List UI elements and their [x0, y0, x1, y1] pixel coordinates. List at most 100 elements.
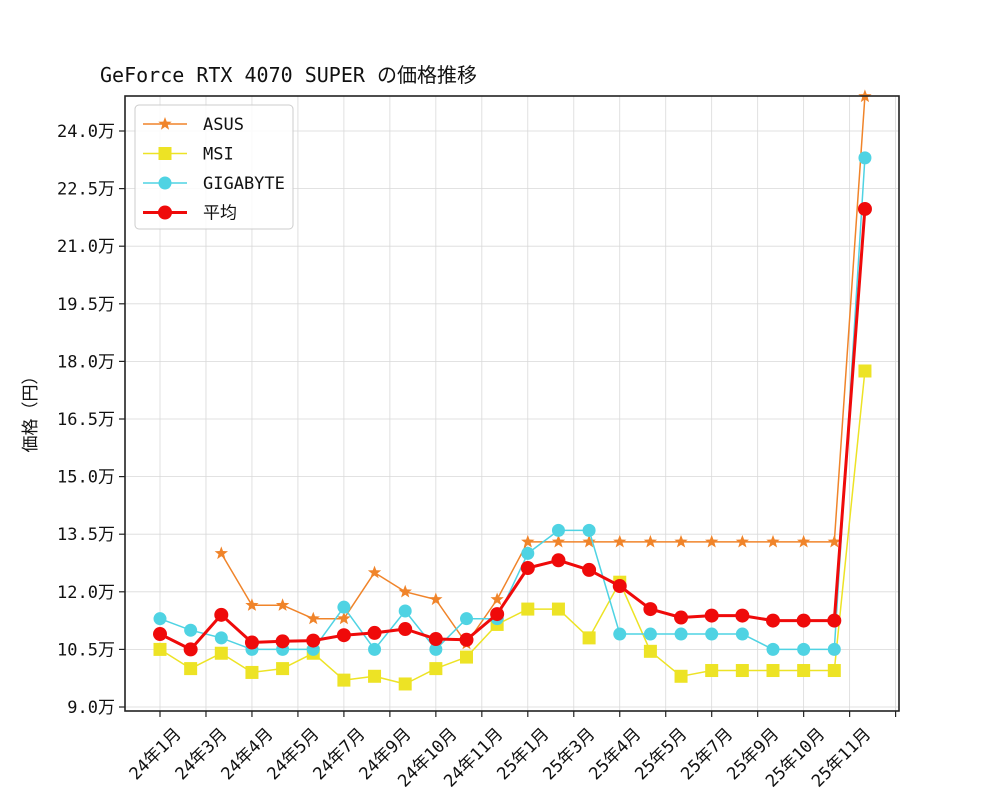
data-point-gigabyte: [643, 627, 657, 641]
data-point-gigabyte: [735, 627, 749, 641]
y-axis-label: 価格（円）: [21, 368, 41, 453]
series-average: [153, 201, 872, 657]
data-point-asus: [551, 534, 566, 548]
chart-title: GeForce RTX 4070 SUPER の価格推移: [100, 63, 477, 87]
data-point-average: [459, 632, 474, 647]
data-point-gigabyte: [613, 627, 627, 641]
legend-item-average: 平均: [143, 204, 237, 224]
data-point-gigabyte: [460, 612, 473, 626]
data-point-msi: [766, 664, 780, 678]
data-point-msi: [184, 662, 198, 676]
data-point-asus: [214, 546, 228, 560]
data-point-asus: [398, 584, 412, 598]
data-point-gigabyte: [521, 546, 535, 560]
data-point-msi: [153, 642, 167, 656]
data-point-average: [520, 560, 535, 575]
legend: ASUS MSI GIGABYTE 平均: [134, 104, 294, 230]
data-point-average: [244, 635, 259, 650]
y-tick-label: 13.5万: [57, 525, 115, 545]
data-point-asus: [674, 534, 688, 548]
data-point-msi: [735, 664, 749, 678]
y-tick-label: 22.5万: [57, 180, 115, 200]
data-point-msi: [429, 662, 443, 676]
x-axis: 24年1月24年3月24年4月24年5月24年7月24年9月24年10月24年1…: [126, 711, 897, 792]
series-line-asus: [220, 96, 866, 645]
data-point-gigabyte: [582, 523, 596, 537]
data-point-msi: [858, 364, 872, 378]
legend-marker-icon: [158, 117, 172, 130]
data-point-msi: [368, 669, 382, 683]
data-point-gigabyte: [368, 642, 382, 656]
data-point-asus: [275, 598, 290, 611]
data-point-msi: [705, 664, 719, 678]
data-point-msi: [551, 602, 565, 616]
legend-marker-icon: [158, 176, 172, 190]
y-tick-label: 18.0万: [57, 352, 115, 372]
axes-frame: [124, 95, 900, 712]
y-axis: 9.0万 10.5万 12.0万 13.5万 15.0万 16.5万 18.0万 19.5万 2…: [57, 122, 125, 718]
legend-marker-icon: [158, 147, 172, 160]
data-point-asus: [429, 592, 443, 606]
data-point-msi: [337, 673, 351, 687]
legend-item-asus: ASUS: [143, 115, 244, 135]
data-point-gigabyte: [337, 600, 351, 614]
series-line-average: [159, 208, 867, 651]
data-point-average: [183, 642, 198, 657]
data-point-average: [796, 613, 811, 628]
data-point-msi: [521, 602, 535, 616]
data-point-asus: [643, 534, 658, 548]
legend-label: ASUS: [203, 115, 244, 135]
data-point-msi: [674, 669, 688, 683]
data-point-average: [766, 613, 780, 628]
legend-marker-icon: [158, 205, 172, 220]
data-point-asus: [245, 598, 259, 611]
data-point-average: [490, 607, 505, 622]
y-tick-label: 21.0万: [57, 237, 115, 257]
data-point-average: [551, 553, 566, 568]
data-point-msi: [582, 631, 596, 645]
data-point-asus: [521, 534, 535, 548]
data-point-gigabyte: [214, 631, 228, 645]
data-point-asus: [306, 611, 320, 625]
data-point-msi: [245, 665, 259, 679]
plot-area: [153, 89, 872, 691]
data-point-asus: [735, 534, 749, 548]
data-point-average: [153, 627, 167, 642]
legend-item-gigabyte: GIGABYTE: [143, 174, 285, 194]
legend-label: 平均: [203, 204, 237, 224]
data-point-asus: [827, 534, 841, 548]
series-line-gigabyte: [159, 157, 866, 651]
data-point-average: [857, 201, 872, 216]
data-point-gigabyte: [674, 627, 688, 641]
data-point-gigabyte: [184, 623, 198, 637]
data-point-average: [367, 625, 382, 640]
y-tick-label: 12.0万: [57, 583, 115, 603]
data-point-gigabyte: [827, 642, 841, 656]
data-point-gigabyte: [398, 604, 412, 618]
data-point-gigabyte: [797, 642, 811, 656]
data-point-gigabyte: [705, 627, 719, 641]
series-line-msi: [159, 370, 866, 685]
data-point-msi: [398, 677, 412, 691]
data-point-msi: [276, 662, 290, 676]
data-point-asus: [337, 611, 351, 625]
data-point-gigabyte: [858, 151, 872, 165]
data-point-average: [612, 579, 627, 594]
data-point-average: [306, 633, 321, 648]
data-point-average: [336, 628, 351, 643]
data-point-gigabyte: [153, 612, 167, 626]
data-point-average: [643, 602, 658, 617]
data-point-average: [275, 634, 290, 649]
data-point-average: [735, 608, 750, 623]
y-tick-label: 15.0万: [57, 468, 115, 488]
series-msi: [153, 364, 872, 691]
data-point-msi: [214, 646, 228, 660]
y-tick-label: 10.5万: [57, 640, 115, 660]
data-point-asus: [367, 565, 382, 579]
data-point-msi: [797, 664, 811, 678]
y-tick-label: 16.5万: [57, 410, 115, 430]
legend-item-msi: MSI: [143, 145, 234, 165]
data-point-msi: [643, 644, 657, 658]
